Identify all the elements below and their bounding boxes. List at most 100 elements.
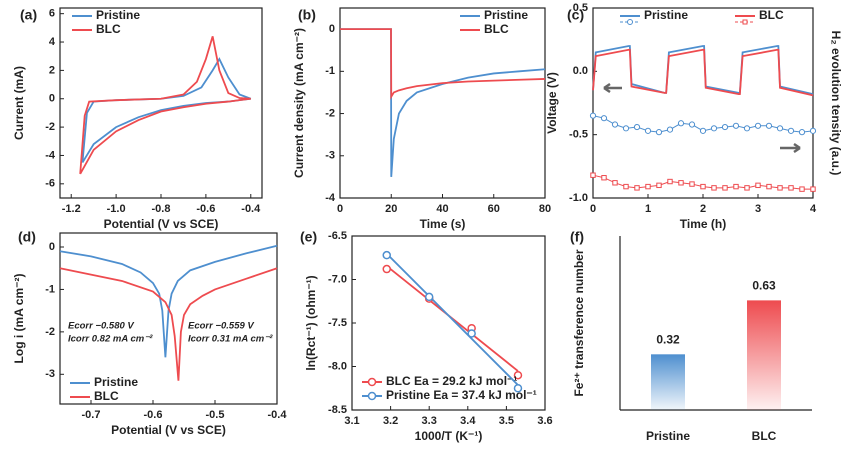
- plot-frame: [339, 7, 546, 199]
- x-tick-label: -0.4: [268, 409, 288, 421]
- point: [513, 384, 523, 393]
- h2-marker: [776, 125, 784, 132]
- x-tick-label: 3.5: [499, 415, 514, 427]
- plot-frame: [59, 232, 278, 405]
- point: [467, 329, 476, 338]
- h2-marker: [809, 127, 817, 134]
- x-tick-label: 20: [385, 203, 397, 215]
- x-axis-label: 1000/T (K⁻¹): [415, 429, 483, 443]
- series-line: [59, 244, 278, 358]
- h2-marker: [766, 183, 772, 190]
- h2-marker: [765, 122, 773, 129]
- bar: [747, 300, 781, 410]
- plot-frame: [59, 7, 263, 199]
- legend-label: Pristine: [94, 375, 138, 389]
- y-tick-label: -4: [325, 192, 336, 204]
- x-tick-label: 40: [436, 203, 448, 215]
- y2-axis-label: H₂ evolution tensity (a.u.): [829, 31, 843, 176]
- y-tick-label: -3: [325, 150, 335, 162]
- legend-marker: [742, 19, 748, 25]
- annotation: Ecorr −0.580 V: [68, 321, 134, 332]
- y-axis-label: ln(Rct⁻¹) (ohm⁻¹): [304, 275, 318, 370]
- x-tick-label: 3.3: [422, 415, 437, 427]
- y-tick-label: -1.0: [569, 192, 588, 204]
- y-tick-label: -6: [45, 178, 55, 190]
- h2-marker: [678, 180, 684, 186]
- y-tick-label: -2: [45, 326, 55, 338]
- h2-marker: [798, 129, 806, 136]
- h2-marker: [788, 185, 794, 191]
- h2-marker: [612, 180, 618, 186]
- legend-label: BLC: [94, 389, 119, 403]
- x-tick-label: BLC: [752, 429, 777, 443]
- arrows: [603, 82, 801, 154]
- y-axis-label: Current density (mA cm⁻²): [292, 28, 306, 178]
- series-line: [79, 36, 251, 175]
- y-tick-label: -8.0: [328, 360, 347, 372]
- legend-label: BLC: [96, 22, 121, 36]
- h2-marker: [600, 115, 608, 122]
- h2-marker: [623, 183, 629, 190]
- value-label: 0.32: [656, 332, 680, 346]
- panel-label: (c): [567, 7, 584, 23]
- y-tick-label: -2: [45, 121, 55, 133]
- legend-marker: [367, 391, 377, 401]
- h2-marker: [777, 185, 783, 191]
- value-label: 0.63: [752, 279, 776, 293]
- panel-label: (e): [300, 229, 317, 245]
- y-tick-label: 6: [49, 8, 55, 20]
- series-line: [59, 267, 278, 381]
- x-tick-label: -0.8: [152, 203, 171, 215]
- legend-marker: [627, 19, 633, 25]
- arrow-right: [780, 142, 801, 154]
- y-tick-label: 0.5: [573, 2, 588, 14]
- x-tick-label: 0: [590, 203, 596, 215]
- x-tick-label: 3.4: [460, 415, 476, 427]
- h2-marker: [722, 185, 728, 191]
- series-line: [592, 45, 814, 96]
- h2-marker: [655, 129, 663, 136]
- panel-label: (f): [570, 229, 584, 245]
- fit-line: [386, 253, 519, 386]
- x-tick-label: 3.2: [383, 415, 398, 427]
- y-tick-label: -6.5: [328, 230, 347, 242]
- h2-marker: [787, 127, 795, 134]
- x-tick-label: 3: [755, 203, 761, 215]
- h2-marker: [710, 125, 718, 132]
- h2-marker: [700, 183, 706, 190]
- y-tick-label: 0: [49, 93, 55, 105]
- bar: [651, 354, 685, 410]
- y-axis-label: Log i (mA cm⁻²): [12, 274, 26, 364]
- h2-marker: [732, 122, 740, 129]
- y-tick-label: -1: [45, 283, 55, 295]
- x-tick-label: -0.6: [196, 203, 215, 215]
- h2-marker: [677, 120, 685, 127]
- annotation: Icorr 0.82 mA cm⁻²: [68, 334, 153, 345]
- h2-marker: [721, 123, 729, 131]
- x-tick-label: -0.4: [241, 203, 261, 215]
- h2-marker: [589, 112, 597, 119]
- legend-label: BLC: [759, 8, 784, 22]
- y-tick-label: -7.0: [328, 273, 347, 285]
- h2-marker: [799, 186, 805, 192]
- h2-marker: [644, 127, 652, 134]
- x-tick-label: 80: [539, 203, 551, 215]
- legend-label: BLC: [484, 22, 509, 36]
- y-tick-label: 0: [49, 241, 55, 253]
- y-axis-label: Voltage (V): [545, 72, 559, 134]
- h2-marker: [666, 126, 674, 133]
- x-tick-label: -0.5: [206, 409, 225, 421]
- point: [382, 264, 391, 274]
- point: [382, 250, 391, 260]
- h2-marker: [711, 185, 717, 191]
- h2-marker: [622, 125, 630, 132]
- h2-marker: [645, 183, 651, 190]
- y-tick-label: -2: [325, 107, 335, 119]
- h2-marker: [810, 186, 816, 192]
- h2-marker: [755, 182, 761, 189]
- h2-marker: [743, 125, 751, 132]
- y-axis-label: Fe²⁺ transference number: [572, 249, 586, 396]
- y-tick-label: -4: [45, 149, 56, 161]
- plot-frame: [592, 7, 814, 199]
- h2-marker: [754, 122, 762, 129]
